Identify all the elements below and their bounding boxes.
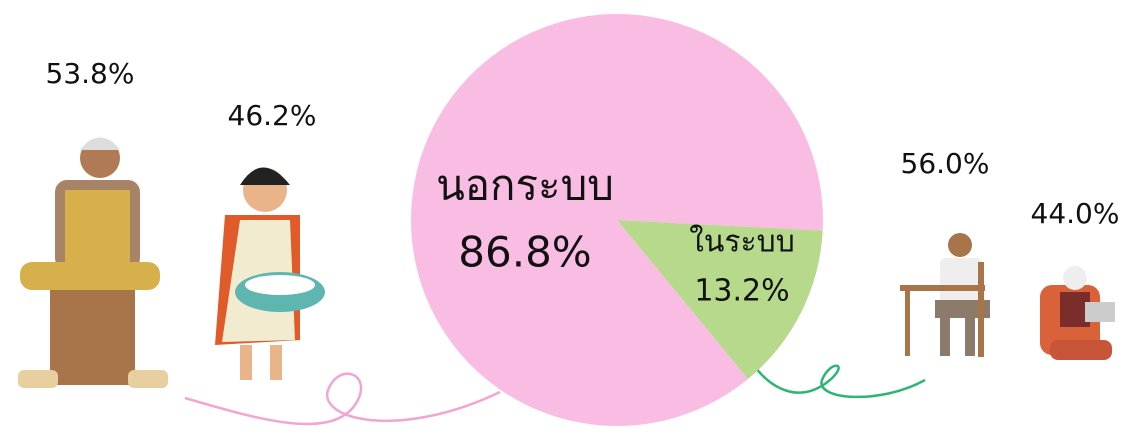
pie-slice xyxy=(411,13,823,426)
pie xyxy=(411,13,823,426)
group-value-label: 53.8% xyxy=(46,57,135,90)
slice-name: นอกระบบ xyxy=(436,161,614,210)
slice-value-label: 13.2% xyxy=(694,274,789,309)
slice-name: ในระบบ xyxy=(689,225,794,260)
group-value-label: 56.0% xyxy=(901,147,990,180)
labels: นอกระบบ 86.8% ในระบบ 13.2% 53.8% 46.2% 56.0% 44… xyxy=(46,57,1120,309)
illustration-elderly-woman xyxy=(1040,266,1115,360)
swirl xyxy=(184,372,501,426)
illustration-potter xyxy=(18,137,168,388)
group-value-label: 44.0% xyxy=(1031,197,1120,230)
illustration-cook xyxy=(215,167,325,380)
slice-value-label: 86.8% xyxy=(458,228,591,277)
illustration-office-worker xyxy=(900,233,990,357)
group-value-label: 46.2% xyxy=(228,99,317,132)
swirl xyxy=(748,359,926,399)
pie-slice xyxy=(617,220,823,379)
